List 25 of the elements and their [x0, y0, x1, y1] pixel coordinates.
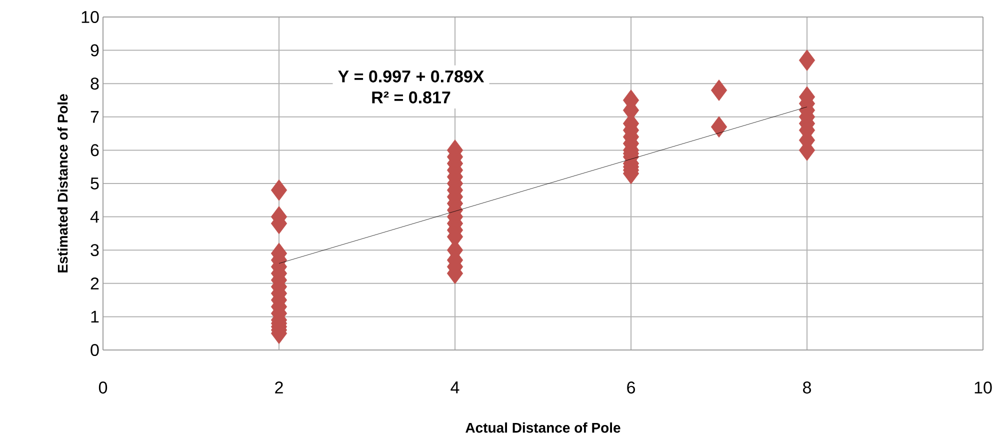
y-tick-label: 8: [90, 78, 99, 90]
point: [710, 116, 728, 138]
annotation: R² = 0.817: [372, 91, 450, 104]
x-tick-label: 8: [803, 382, 811, 394]
point: [798, 50, 816, 71]
y-tick-label: 7: [90, 111, 99, 123]
x-tick-label: 2: [275, 382, 283, 394]
point: [270, 179, 288, 201]
x-axis-title: Actual Distance of Pole: [466, 422, 620, 433]
x-tick-label: 0: [98, 382, 108, 394]
x-tick-label: 10: [974, 382, 992, 394]
annotation: Y = 0.997 + 0.789X: [338, 70, 484, 82]
y-tick-label: 0: [90, 344, 99, 356]
y-tick-label: 1: [91, 310, 99, 323]
x-tick-label: 6: [627, 382, 635, 394]
y-tick-label: 4: [90, 210, 99, 223]
y-tick-label: 2: [90, 277, 99, 290]
y-axis-title: Estimated Distance of Pole: [57, 94, 68, 272]
y-tick-label: 6: [90, 144, 99, 156]
y-tick-label: 9: [90, 44, 99, 56]
y-tick-label: 3: [90, 244, 99, 256]
point: [710, 80, 728, 101]
y-tick-label: 5: [90, 178, 99, 190]
y-tick-label: 10: [82, 10, 99, 24]
x-tick-label: 4: [450, 382, 460, 394]
